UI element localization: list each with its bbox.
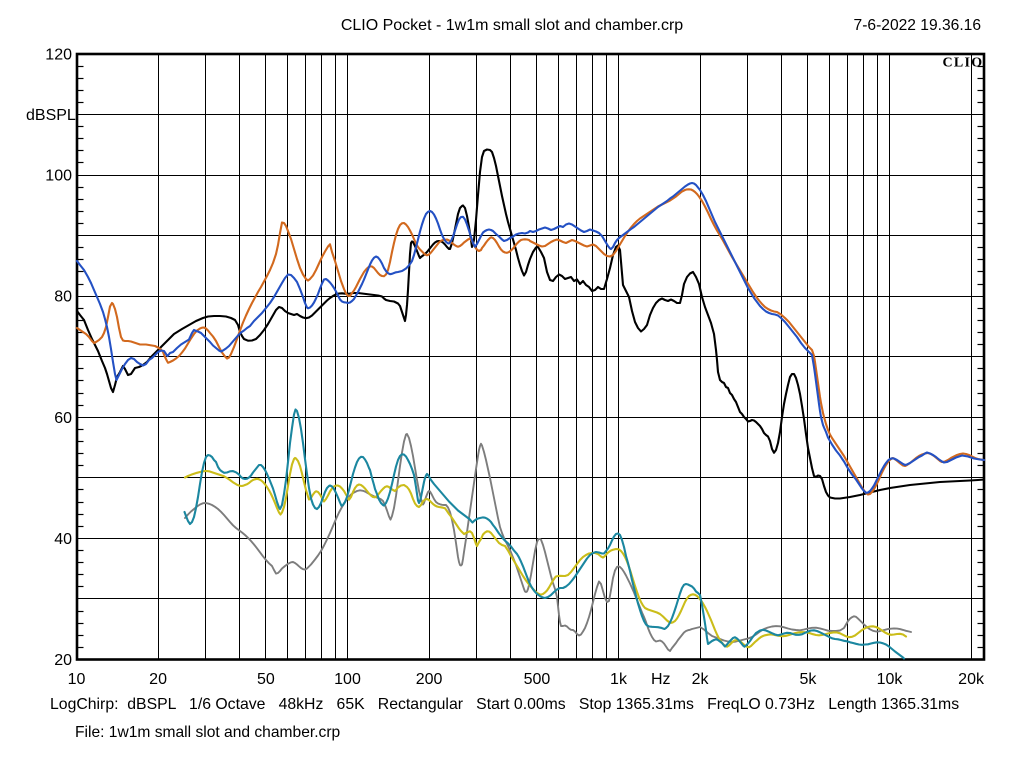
svg-text:CLIO Pocket - 1w1m small slot: CLIO Pocket - 1w1m small slot and chambe… [341,17,683,34]
svg-text:20: 20 [149,671,167,688]
svg-text:500: 500 [524,671,551,688]
svg-text:120: 120 [45,47,72,64]
svg-text:Hz: Hz [651,671,671,688]
svg-text:20: 20 [54,652,72,669]
svg-text:100: 100 [45,168,72,185]
svg-text:60: 60 [54,410,72,427]
svg-text:50: 50 [257,671,275,688]
svg-text:200: 200 [416,671,443,688]
svg-text:2k: 2k [692,671,710,688]
svg-text:File: 1w1m small slot and cham: File: 1w1m small slot and chamber.crp [75,724,341,741]
svg-text:10k: 10k [877,671,904,688]
svg-text:40: 40 [54,531,72,548]
svg-text:10: 10 [68,671,86,688]
svg-text:1k: 1k [610,671,628,688]
svg-text:20k: 20k [958,671,985,688]
svg-text:100: 100 [334,671,361,688]
svg-text:7-6-2022 19.36.16: 7-6-2022 19.36.16 [854,17,981,34]
svg-text:80: 80 [54,289,72,306]
svg-text:LogChirp: dBSPL 1/6 Octave: LogChirp: dBSPL 1/6 Octave 48kHz 65K Rec… [50,696,959,713]
svg-text:dBSPL: dBSPL [26,107,76,124]
svg-text:5k: 5k [799,671,817,688]
svg-text:CLIO: CLIO [943,56,984,71]
